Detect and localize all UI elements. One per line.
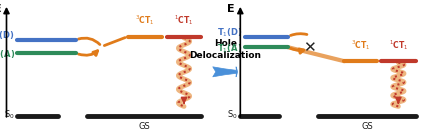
Text: T$_1$(A): T$_1$(A) (0, 48, 15, 61)
Text: GS: GS (361, 122, 373, 131)
Text: T$_1$(A): T$_1$(A) (217, 42, 242, 55)
Text: $^3$CT$_1$: $^3$CT$_1$ (135, 13, 155, 27)
Text: E: E (0, 4, 1, 14)
Text: T$_1$(D): T$_1$(D) (0, 30, 15, 42)
Text: ✕: ✕ (303, 40, 316, 55)
Text: Delocalization: Delocalization (189, 51, 261, 60)
Text: Hole: Hole (213, 39, 237, 48)
Text: E: E (227, 4, 235, 14)
Text: S$_0$: S$_0$ (4, 108, 15, 121)
Text: S$_0$: S$_0$ (227, 108, 238, 121)
Text: $^3$CT$_1$: $^3$CT$_1$ (351, 38, 370, 52)
Text: T$_1$(D): T$_1$(D) (217, 26, 242, 39)
Text: $^1$CT$_1$: $^1$CT$_1$ (388, 38, 408, 52)
Text: $^1$CT$_1$: $^1$CT$_1$ (174, 13, 194, 27)
Text: GS: GS (138, 122, 150, 131)
